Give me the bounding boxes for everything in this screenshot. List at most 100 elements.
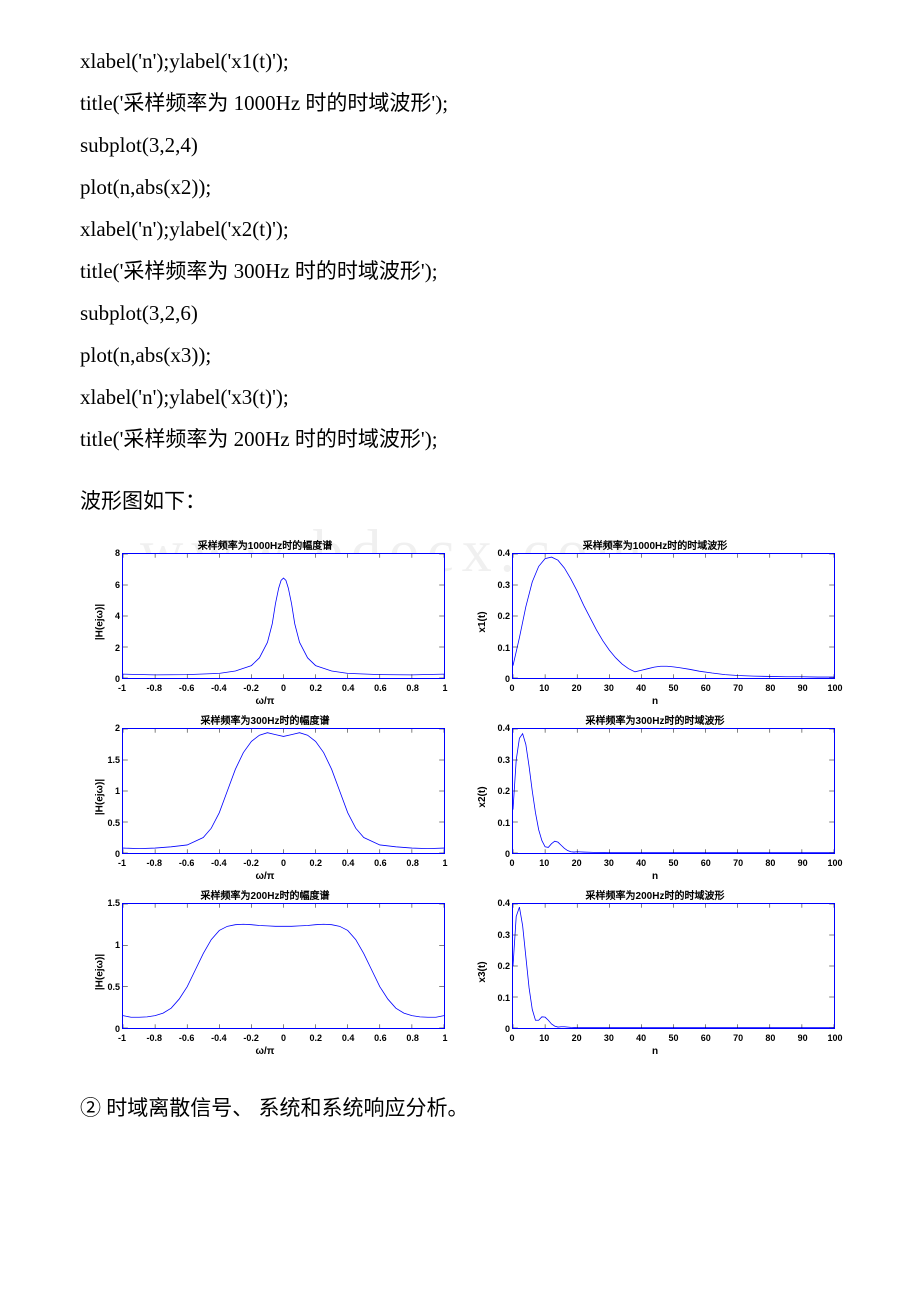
- y-tick-label: 1: [100, 786, 120, 796]
- code-line: subplot(3,2,4): [80, 124, 840, 166]
- x-tick-label: -0.6: [179, 683, 195, 693]
- x-tick-label: 10: [539, 1033, 549, 1043]
- x-tick-label: 40: [636, 1033, 646, 1043]
- plot-area: [122, 728, 445, 854]
- x-axis-label: ω/π: [256, 696, 275, 707]
- data-curve: [513, 734, 834, 853]
- x-tick-label: -0.8: [147, 683, 163, 693]
- x-tick-label: 50: [668, 1033, 678, 1043]
- subplot-title: 采样频率为1000Hz时的幅度谱: [80, 537, 450, 551]
- code-line: plot(n,abs(x2));: [80, 166, 840, 208]
- code-block: xlabel('n');ylabel('x1(t)');title('采样频率为…: [80, 40, 840, 460]
- y-axis-label: x3(t): [477, 961, 488, 982]
- y-tick-label: 0.2: [490, 611, 510, 621]
- x-tick-label: 100: [827, 683, 842, 693]
- y-tick-label: 4: [108, 611, 120, 621]
- curve-svg: [513, 904, 834, 1028]
- y-axis-label: |H(ejω)|: [95, 604, 106, 640]
- x-tick-label: 90: [798, 1033, 808, 1043]
- x-tick-label: -1: [118, 683, 126, 693]
- x-tick-label: -0.4: [211, 858, 227, 868]
- y-tick-label: 2: [100, 723, 120, 733]
- subplot: 采样频率为1000Hz时的幅度谱|H(ejω)|ω/π-1-0.8-0.6-0.…: [80, 537, 450, 707]
- x-tick-label: 1: [442, 858, 447, 868]
- x-tick-label: 0: [509, 683, 514, 693]
- x-tick-label: 20: [572, 683, 582, 693]
- y-tick-label: 0.3: [490, 755, 510, 765]
- x-tick-label: 0.2: [310, 1033, 323, 1043]
- x-tick-label: 0.4: [342, 1033, 355, 1043]
- plot-area: [512, 903, 835, 1029]
- y-axis-label: |H(ejω)|: [95, 779, 106, 815]
- x-axis-label: n: [652, 1046, 658, 1057]
- plot-area: [122, 553, 445, 679]
- y-tick-label: 0.1: [490, 993, 510, 1003]
- y-tick-label: 6: [108, 580, 120, 590]
- x-tick-label: 30: [604, 1033, 614, 1043]
- x-tick-label: -0.2: [243, 1033, 259, 1043]
- y-tick-label: 1.5: [100, 898, 120, 908]
- x-tick-label: 30: [604, 858, 614, 868]
- y-tick-label: 0.3: [490, 580, 510, 590]
- x-tick-label: 1: [442, 1033, 447, 1043]
- y-tick-label: 0: [490, 1024, 510, 1034]
- figure-grid: 采样频率为1000Hz时的幅度谱 |H(ejω)| ω/π -1 -0.8 -0.6 -0.…: [80, 537, 840, 1057]
- subplot: 采样频率为200Hz时的幅度谱|H(ejω)|ω/π-1-0.8-0.6-0.4…: [80, 887, 450, 1057]
- plot-area: [512, 728, 835, 854]
- x-axis-label: n: [652, 696, 658, 707]
- y-tick-label: 0.5: [100, 982, 120, 992]
- code-line: xlabel('n');ylabel('x1(t)');: [80, 40, 840, 82]
- x-tick-label: -0.8: [147, 1033, 163, 1043]
- x-tick-label: 0.4: [342, 858, 355, 868]
- y-tick-label: 1: [100, 940, 120, 950]
- y-tick-label: 0.1: [490, 643, 510, 653]
- code-line: xlabel('n');ylabel('x3(t)');: [80, 376, 840, 418]
- x-tick-label: 50: [668, 858, 678, 868]
- x-tick-label: 0.6: [374, 683, 387, 693]
- x-tick-label: 100: [827, 1033, 842, 1043]
- subplot: 采样频率为1000Hz时的时域波形x1(t)n01020304050607080…: [470, 537, 840, 707]
- x-tick-label: -0.2: [243, 858, 259, 868]
- x-tick-label: 60: [701, 858, 711, 868]
- x-tick-label: 0: [509, 1033, 514, 1043]
- x-tick-label: 90: [798, 858, 808, 868]
- x-tick-label: 40: [636, 683, 646, 693]
- y-tick-label: 0.4: [490, 548, 510, 558]
- x-tick-label: 60: [701, 1033, 711, 1043]
- subplot: 采样频率为300Hz时的幅度谱|H(ejω)|ω/π-1-0.8-0.6-0.4…: [80, 712, 450, 882]
- y-axis-label: x2(t): [477, 786, 488, 807]
- code-line: plot(n,abs(x3));: [80, 334, 840, 376]
- x-tick-label: 0.6: [374, 1033, 387, 1043]
- code-line: title('采样频率为 300Hz 时的时域波形');: [80, 250, 840, 292]
- curve-svg: [513, 554, 834, 678]
- subplot-title: 采样频率为1000Hz时的时域波形: [470, 537, 840, 551]
- figure-caption: 波形图如下：: [80, 480, 840, 522]
- code-line: subplot(3,2,6): [80, 292, 840, 334]
- data-curve: [513, 557, 834, 677]
- curve-svg: [123, 554, 444, 678]
- x-tick-label: 40: [636, 858, 646, 868]
- data-curve: [123, 733, 444, 849]
- y-tick-label: 0: [490, 674, 510, 684]
- x-tick-label: 70: [733, 1033, 743, 1043]
- x-tick-label: 0.6: [374, 858, 387, 868]
- y-tick-label: 0.1: [490, 818, 510, 828]
- x-tick-label: 20: [572, 858, 582, 868]
- y-tick-label: 0: [490, 849, 510, 859]
- x-tick-label: 50: [668, 683, 678, 693]
- subplot-title: 采样频率为200Hz时的幅度谱: [80, 887, 450, 901]
- x-tick-label: 80: [765, 683, 775, 693]
- y-tick-label: 0.4: [490, 723, 510, 733]
- x-tick-label: 0.8: [406, 683, 419, 693]
- x-tick-label: 100: [827, 858, 842, 868]
- y-axis-label: x1(t): [477, 611, 488, 632]
- y-tick-label: 2: [108, 643, 120, 653]
- data-curve: [123, 924, 444, 1017]
- data-curve: [123, 578, 444, 675]
- x-tick-label: 30: [604, 683, 614, 693]
- subplot-title: 采样频率为300Hz时的幅度谱: [80, 712, 450, 726]
- code-line: title('采样频率为 1000Hz 时的时域波形');: [80, 82, 840, 124]
- plot-area: [122, 903, 445, 1029]
- x-tick-label: 90: [798, 683, 808, 693]
- y-tick-label: 0.5: [100, 818, 120, 828]
